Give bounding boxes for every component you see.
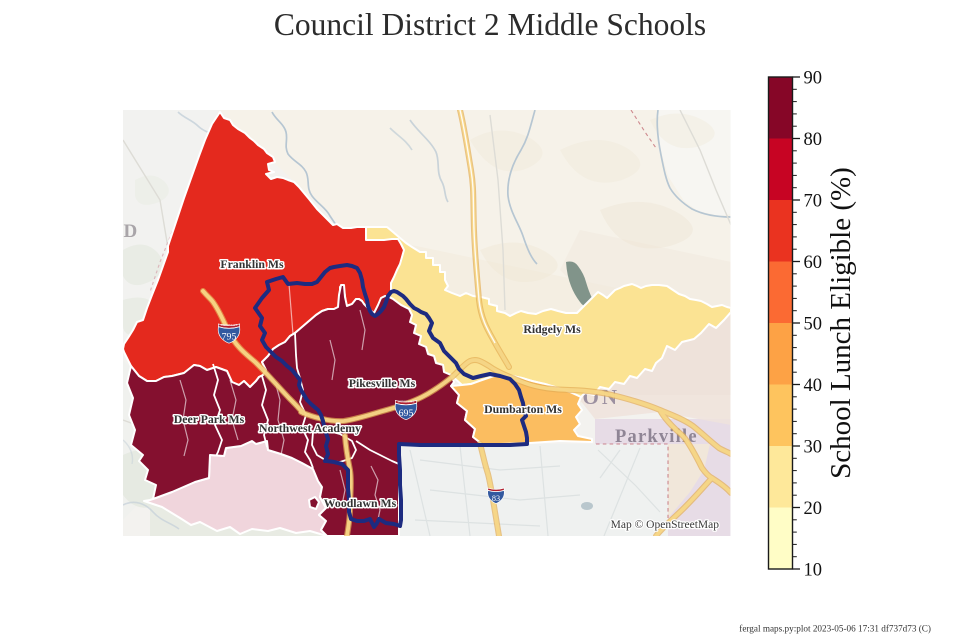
svg-text:50: 50 bbox=[804, 314, 823, 334]
svg-text:fergal maps.py:plot 2023-05-06: fergal maps.py:plot 2023-05-06 17:31 df7… bbox=[739, 624, 931, 634]
svg-text:INTERSTATE: INTERSTATE bbox=[221, 323, 238, 327]
svg-text:83: 83 bbox=[492, 494, 500, 503]
svg-text:60: 60 bbox=[804, 253, 823, 273]
svg-text:School Lunch Eligible (%): School Lunch Eligible (%) bbox=[825, 167, 857, 479]
svg-text:795: 795 bbox=[222, 331, 237, 342]
svg-text:D: D bbox=[124, 221, 138, 242]
svg-text:Council District 2 Middle Scho: Council District 2 Middle Schools bbox=[274, 7, 706, 42]
svg-text:30: 30 bbox=[804, 437, 823, 457]
svg-text:90: 90 bbox=[804, 68, 823, 88]
svg-text:80: 80 bbox=[804, 130, 823, 150]
svg-text:INTERSTATE: INTERSTATE bbox=[398, 399, 415, 403]
svg-text:Ridgely Ms: Ridgely Ms bbox=[523, 322, 581, 336]
svg-text:70: 70 bbox=[804, 191, 823, 211]
svg-text:Deer Park Ms: Deer Park Ms bbox=[174, 412, 245, 426]
svg-text:Pikesville Ms: Pikesville Ms bbox=[349, 376, 416, 390]
svg-text:20: 20 bbox=[804, 499, 823, 519]
svg-text:40: 40 bbox=[804, 376, 823, 396]
svg-text:Northwest Academy: Northwest Academy bbox=[259, 421, 361, 435]
svg-text:Dumbarton Ms: Dumbarton Ms bbox=[484, 402, 562, 416]
svg-text:Woodlawn Ms: Woodlawn Ms bbox=[324, 496, 397, 510]
svg-text:Franklin Ms: Franklin Ms bbox=[220, 257, 284, 271]
svg-text:10: 10 bbox=[804, 560, 823, 580]
svg-text:Map © OpenStreetMap: Map © OpenStreetMap bbox=[611, 519, 720, 531]
svg-text:695: 695 bbox=[399, 408, 414, 419]
